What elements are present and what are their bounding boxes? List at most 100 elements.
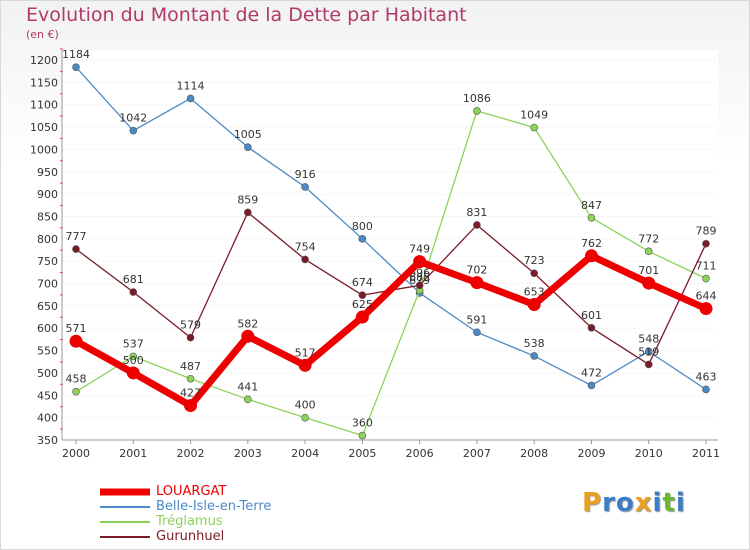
data-label-louargat-2004: 517 bbox=[295, 346, 316, 359]
data-label-gurunhuel-2008: 723 bbox=[524, 254, 545, 267]
data-label-belle-isle-en-terre-2001: 1042 bbox=[119, 112, 147, 125]
data-label-treglamus-2000: 458 bbox=[66, 373, 87, 386]
y-tick-label-800: 800 bbox=[37, 233, 58, 246]
data-label-gurunhuel-2005: 674 bbox=[352, 276, 373, 289]
y-tick-label-950: 950 bbox=[37, 166, 58, 179]
data-label-gurunhuel-2001: 681 bbox=[123, 273, 144, 286]
point-gurunhuel-2007 bbox=[473, 221, 481, 229]
data-label-belle-isle-en-terre-2006: 679 bbox=[409, 274, 430, 287]
logo-letter: o bbox=[615, 488, 635, 518]
data-label-louargat-2003: 582 bbox=[237, 317, 258, 330]
x-tick-label-2004: 2004 bbox=[291, 447, 319, 460]
y-tick-label-550: 550 bbox=[37, 345, 58, 358]
point-belle-isle-en-terre-2010 bbox=[644, 347, 653, 356]
logo-letter: r bbox=[602, 488, 616, 518]
y-tick-label-600: 600 bbox=[37, 322, 58, 335]
y-tick-label-750: 750 bbox=[37, 255, 58, 268]
data-label-treglamus-2001: 537 bbox=[123, 337, 144, 350]
data-label-gurunhuel-2011: 789 bbox=[696, 225, 717, 238]
x-tick-label-2003: 2003 bbox=[234, 447, 262, 460]
y-tick-label-350: 350 bbox=[37, 434, 58, 447]
y-tick-label-1200: 1200 bbox=[30, 54, 58, 67]
point-gurunhuel-2006 bbox=[415, 281, 424, 290]
point-treglamus-2001 bbox=[129, 352, 138, 361]
x-tick-label-2010: 2010 bbox=[635, 447, 663, 460]
point-louargat-2004 bbox=[298, 358, 312, 372]
data-label-gurunhuel-2003: 859 bbox=[237, 193, 258, 206]
series-line-treglamus bbox=[75, 110, 707, 437]
point-louargat-2011 bbox=[699, 302, 713, 316]
data-label-belle-isle-en-terre-2002: 1114 bbox=[177, 79, 205, 92]
x-tick-label-2000: 2000 bbox=[62, 447, 90, 460]
data-label-belle-isle-en-terre-2005: 800 bbox=[352, 220, 373, 233]
legend-label-belle-isle: Belle-Isle-en-Terre bbox=[156, 499, 272, 514]
data-label-treglamus-2011: 711 bbox=[696, 260, 717, 273]
y-tick-label-700: 700 bbox=[37, 278, 58, 291]
point-louargat-2006 bbox=[413, 255, 427, 269]
point-gurunhuel-2005 bbox=[358, 291, 367, 299]
data-label-treglamus-2003: 441 bbox=[237, 380, 258, 393]
point-treglamus-2007 bbox=[473, 107, 481, 115]
point-belle-isle-en-terre-2001 bbox=[129, 126, 138, 135]
y-tick-label-1000: 1000 bbox=[30, 143, 58, 156]
data-label-belle-isle-en-terre-2011: 463 bbox=[696, 370, 717, 383]
point-louargat-2000 bbox=[69, 334, 83, 348]
point-belle-isle-en-terre-2009 bbox=[587, 381, 596, 390]
point-louargat-2007 bbox=[470, 276, 484, 290]
data-label-louargat-2001: 500 bbox=[123, 354, 144, 367]
data-label-treglamus-2005: 360 bbox=[352, 417, 373, 430]
point-belle-isle-en-terre-2004 bbox=[301, 183, 309, 191]
data-label-treglamus-2009: 847 bbox=[581, 199, 602, 212]
x-tick-label-2011: 2011 bbox=[692, 447, 720, 460]
point-belle-isle-en-terre-2003 bbox=[244, 143, 252, 151]
y-tick-label-1050: 1050 bbox=[30, 121, 58, 134]
point-gurunhuel-2003 bbox=[244, 208, 252, 217]
point-belle-isle-en-terre-2007 bbox=[473, 328, 481, 337]
point-gurunhuel-2000 bbox=[72, 245, 80, 253]
point-treglamus-2010 bbox=[644, 247, 653, 256]
point-louargat-2002 bbox=[184, 399, 198, 413]
legend-swatch-gurunhuel bbox=[100, 535, 150, 538]
legend-label-treglamus: Tréglamus bbox=[156, 514, 223, 529]
point-belle-isle-en-terre-2002 bbox=[186, 94, 195, 103]
point-louargat-2008 bbox=[527, 298, 541, 312]
point-treglamus-2005 bbox=[358, 431, 367, 440]
data-label-belle-isle-en-terre-2003: 1005 bbox=[234, 128, 262, 141]
point-treglamus-2003 bbox=[244, 395, 252, 404]
data-label-gurunhuel-2009: 601 bbox=[581, 309, 602, 322]
y-tick-label-850: 850 bbox=[37, 210, 58, 223]
x-tick-label-2005: 2005 bbox=[348, 447, 376, 460]
data-label-louargat-2007: 702 bbox=[466, 264, 487, 277]
logo-letter: P bbox=[582, 488, 603, 518]
logo-letter: i bbox=[675, 488, 686, 518]
point-treglamus-2011 bbox=[702, 274, 710, 283]
data-label-belle-isle-en-terre-2000: 1184 bbox=[62, 48, 90, 61]
data-label-louargat-2006: 749 bbox=[409, 243, 430, 256]
point-gurunhuel-2010 bbox=[644, 360, 653, 369]
data-label-gurunhuel-2002: 579 bbox=[180, 319, 201, 332]
data-label-treglamus-2008: 1049 bbox=[520, 109, 548, 122]
point-louargat-2003 bbox=[241, 329, 255, 343]
point-louargat-2009 bbox=[584, 249, 598, 263]
plot-area bbox=[62, 50, 718, 440]
data-label-louargat-2009: 762 bbox=[581, 237, 602, 250]
data-label-treglamus-2006: 685 bbox=[409, 271, 430, 284]
data-label-gurunhuel-2004: 754 bbox=[295, 240, 316, 253]
point-belle-isle-en-terre-2005 bbox=[358, 235, 367, 243]
point-treglamus-2008 bbox=[530, 123, 538, 132]
logo-letter: t bbox=[662, 488, 676, 518]
legend-swatch-louargat bbox=[100, 488, 150, 495]
chart-subtitle: (en €) bbox=[26, 28, 59, 41]
data-label-gurunhuel-2000: 777 bbox=[66, 230, 87, 243]
data-label-treglamus-2002: 487 bbox=[180, 360, 201, 373]
series-line-louargat bbox=[74, 252, 708, 410]
data-label-louargat-2011: 644 bbox=[696, 290, 717, 303]
x-tick-label-2001: 2001 bbox=[119, 447, 147, 460]
y-tick-label-650: 650 bbox=[37, 300, 58, 313]
chart-title: Evolution du Montant de la Dette par Hab… bbox=[26, 4, 467, 26]
x-tick-label-2009: 2009 bbox=[577, 447, 605, 460]
proxiti-logo: Proxiti bbox=[582, 488, 686, 518]
data-label-gurunhuel-2010: 519 bbox=[638, 345, 659, 358]
logo-letter: x bbox=[634, 488, 653, 518]
